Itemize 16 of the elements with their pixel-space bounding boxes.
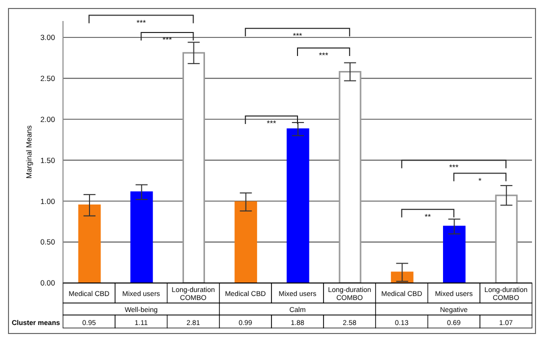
annotation: *** — [136, 18, 146, 28]
bar — [234, 201, 258, 283]
bar — [495, 194, 518, 283]
annotation: ** — [424, 212, 431, 222]
annotation: *** — [292, 31, 302, 40]
annotation: *** — [449, 163, 459, 172]
annotation: *** — [318, 51, 328, 60]
bar — [338, 71, 362, 283]
bar — [78, 204, 101, 283]
annotation: *** — [162, 35, 172, 44]
annotation: *** — [266, 118, 276, 128]
bar — [130, 191, 153, 283]
annotation: * — [478, 176, 482, 186]
bar — [182, 52, 205, 283]
bar — [286, 128, 310, 283]
bar — [443, 226, 466, 283]
